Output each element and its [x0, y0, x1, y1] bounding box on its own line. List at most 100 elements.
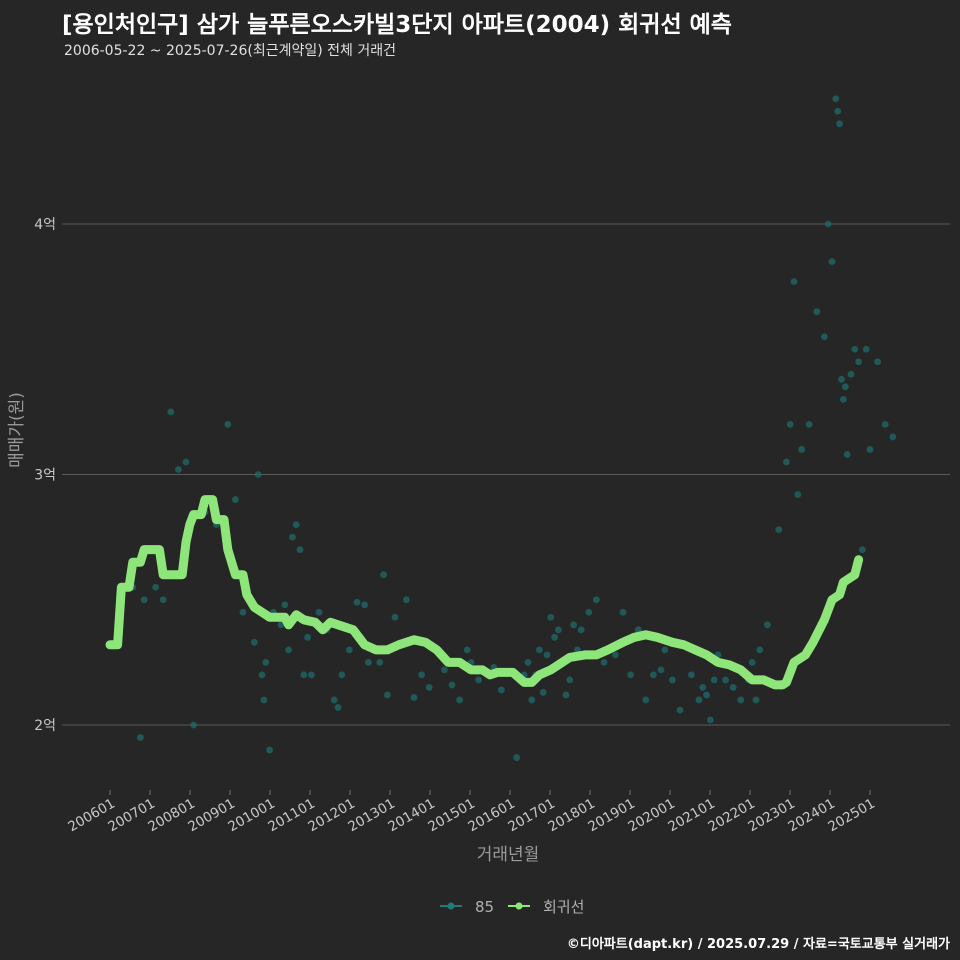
data-point: [448, 681, 456, 689]
data-point: [224, 421, 232, 428]
data-point: [841, 383, 849, 391]
data-point: [346, 646, 353, 654]
data-point: [600, 658, 608, 666]
data-point: [862, 345, 870, 353]
data-point: [251, 638, 258, 646]
data-point: [832, 95, 840, 103]
data-point: [338, 671, 346, 679]
data-point: [821, 333, 828, 341]
legend-points-label: 85: [475, 898, 494, 916]
data-point: [475, 676, 482, 684]
data-point: [722, 676, 729, 684]
legend: 85 회귀선: [440, 898, 584, 916]
data-point: [182, 458, 190, 466]
data-point: [756, 646, 764, 654]
scatter-points: [129, 95, 897, 761]
data-point: [391, 613, 399, 621]
data-point: [425, 684, 433, 691]
data-point: [190, 721, 198, 729]
data-point: [159, 596, 167, 604]
data-point: [292, 521, 300, 528]
data-point: [254, 471, 262, 478]
data-point: [365, 658, 372, 666]
data-point: [300, 671, 308, 679]
data-point: [498, 686, 505, 694]
data-point: [513, 754, 520, 761]
data-point: [669, 676, 676, 684]
data-point: [794, 491, 802, 498]
data-point: [361, 601, 368, 609]
data-point: [859, 546, 866, 554]
data-point: [281, 601, 289, 609]
data-point: [695, 696, 703, 704]
data-point: [167, 408, 175, 416]
data-point: [380, 571, 387, 579]
data-point: [676, 706, 684, 714]
data-point: [851, 345, 859, 353]
data-point: [384, 691, 391, 699]
data-point: [786, 421, 794, 428]
data-point: [353, 598, 361, 606]
data-point: [562, 691, 570, 699]
data-point: [813, 308, 821, 316]
data-point: [855, 358, 862, 366]
data-point: [783, 458, 790, 466]
data-point: [798, 446, 805, 453]
data-point: [304, 633, 311, 641]
data-point: [528, 696, 536, 704]
data-point: [703, 691, 710, 699]
data-point: [566, 676, 574, 684]
data-point: [627, 671, 634, 679]
data-point: [308, 671, 315, 679]
chart-title: [용인처인구] 삼가 늘푸른오스카빌3단지 아파트(2004) 회귀선 예측: [62, 12, 732, 38]
data-point: [889, 433, 897, 441]
data-point: [376, 658, 384, 666]
legend-line-label: 회귀선: [543, 898, 584, 916]
data-point: [661, 646, 669, 654]
data-point: [285, 646, 292, 654]
data-point: [577, 626, 585, 634]
regression-line: [105, 495, 864, 690]
data-point: [729, 684, 737, 691]
data-point: [881, 421, 889, 428]
grid-lines: [62, 223, 950, 726]
data-point: [752, 696, 760, 704]
data-point: [289, 533, 296, 541]
data-point: [790, 278, 798, 286]
data-point: [593, 596, 600, 604]
data-point: [152, 583, 160, 591]
data-point: [175, 466, 182, 473]
y-tick-labels: 2억 3억 4억: [34, 217, 56, 734]
data-point: [456, 696, 463, 704]
data-point: [657, 666, 665, 674]
data-point: [805, 421, 813, 428]
data-point: [296, 546, 304, 554]
data-point: [334, 704, 342, 711]
data-point: [828, 258, 836, 265]
data-point: [441, 666, 448, 674]
data-point: [836, 120, 843, 128]
data-point: [543, 651, 551, 659]
data-point: [699, 684, 707, 691]
footer-credit: ©디아파트(dapt.kr) / 2025.07.29 / 자료=국토교통부 실…: [566, 937, 950, 952]
data-point: [403, 596, 410, 604]
data-point: [418, 671, 425, 679]
data-point: [539, 689, 547, 696]
data-point: [847, 370, 855, 378]
data-point: [619, 608, 627, 616]
data-point: [232, 496, 239, 503]
data-point: [843, 451, 851, 458]
data-point: [463, 646, 471, 654]
data-point: [524, 658, 532, 666]
data-point: [710, 676, 718, 684]
data-point: [612, 651, 619, 659]
y-tick-label: 3억: [34, 468, 56, 484]
regression-line-group: [105, 495, 864, 690]
data-point: [748, 658, 756, 666]
data-point: [838, 375, 845, 383]
data-point: [315, 608, 323, 616]
data-point: [260, 696, 268, 704]
data-point: [737, 696, 745, 704]
legend-points-swatch: [447, 902, 455, 910]
data-point: [140, 596, 148, 604]
